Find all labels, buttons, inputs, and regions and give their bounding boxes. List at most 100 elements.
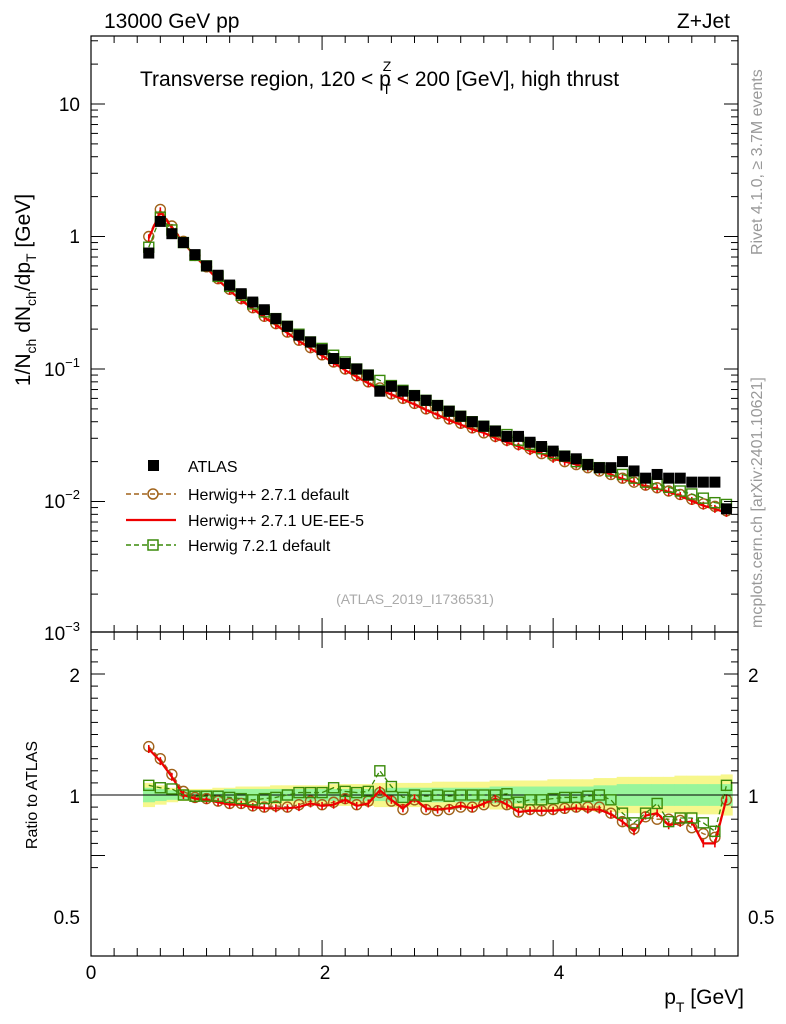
ratio-herwig-7-2-1-default-point xyxy=(385,780,398,793)
main-atlas-point xyxy=(616,456,628,468)
ratio-herwig-7-2-1-default-point xyxy=(316,786,328,799)
ratio-herwig-7-2-1-default-line xyxy=(148,769,728,833)
legend-marker-herwig7-default xyxy=(147,539,159,551)
main-atlas-point xyxy=(143,247,155,259)
ratio-herwig-7-2-1-default-point xyxy=(686,812,698,824)
ratio-herwig-2-7-1-default-point xyxy=(616,815,629,828)
ratio-herwig-7-2-1-default-point xyxy=(720,779,733,792)
ratio-ytick-left-0.5: 0.5 xyxy=(54,908,80,929)
ratio-herwig-7-2-1-default-point xyxy=(524,794,536,806)
ratio-herwig-7-2-1-default-point xyxy=(501,788,513,800)
ratio-herwig-7-2-1-default-point xyxy=(223,791,236,804)
ratio-herwig-7-2-1-default-point xyxy=(455,789,467,801)
main-atlas-point xyxy=(374,385,386,397)
main-atlas-point xyxy=(351,363,363,375)
main-atlas-point xyxy=(547,445,559,457)
ratio-herwig-7-2-1-default-point xyxy=(212,790,224,802)
ratio-ytick-right-2: 2 xyxy=(748,666,759,687)
ratio-herwig-7-2-1-default-point xyxy=(143,779,155,792)
ratio-herwig-7-2-1-default-point xyxy=(674,812,686,824)
ratio-herwig-7-2-1-default-point xyxy=(582,790,594,802)
legend-entry-herwig7-default: Herwig 7.2.1 default xyxy=(126,538,331,555)
main-atlas-point xyxy=(709,476,721,488)
legend-entry-atlas: ATLAS xyxy=(148,459,238,476)
legend-entry-herwigpp-ueee5: Herwig++ 2.7.1 UE-EE-5 xyxy=(126,513,364,530)
main-atlas-point xyxy=(720,503,732,515)
ytick-label-1: 1 xyxy=(69,227,80,248)
ratio-herwig-7-2-1-default-point xyxy=(662,815,675,828)
plot-title: Transverse region, 120 < pZ T < 200 [GeV]… xyxy=(140,58,619,97)
legend-marker-herwigpp-default xyxy=(147,488,159,500)
main-atlas-point xyxy=(339,358,351,370)
main-atlas-point xyxy=(674,472,686,484)
ratio-herwig-7-2-1-default-point xyxy=(478,789,490,801)
main-atlas-point xyxy=(536,441,548,453)
ratio-axis-ticks xyxy=(90,632,739,956)
ratio-herwig-7-2-1-default-point xyxy=(304,786,317,799)
legend: ATLAS Herwig++ 2.7.1 default Herwig++ 2.… xyxy=(126,459,364,555)
legend-label-herwigpp-ueee5: Herwig++ 2.7.1 UE-EE-5 xyxy=(188,513,364,530)
main-atlas-point xyxy=(443,405,455,417)
main-atlas-point xyxy=(582,459,594,471)
legend-label-herwigpp-default: Herwig++ 2.7.1 default xyxy=(188,487,350,504)
ratio-herwig-7-2-1-default-point xyxy=(177,789,190,801)
ratio-y-axis-label: Ratio to ATLAS xyxy=(24,741,41,849)
main-atlas-point xyxy=(640,472,652,484)
ratio-herwig-7-2-1-default-point xyxy=(466,789,478,801)
main-atlas-point xyxy=(247,296,259,308)
main-atlas-point xyxy=(697,476,709,488)
legend-marker-atlas xyxy=(148,460,159,471)
ratio-ytick-right-0.5: 0.5 xyxy=(748,908,774,929)
main-atlas-point xyxy=(512,430,524,442)
ratio-herwig-7-2-1-default-point xyxy=(605,794,617,806)
ratio-herwig-7-2-1-default-point xyxy=(200,790,213,802)
main-atlas-point xyxy=(212,269,224,281)
ratio-herwig-7-2-1-default-point xyxy=(293,786,305,799)
main-atlas-point xyxy=(605,462,617,474)
main-atlas-point xyxy=(420,394,432,406)
legend-entry-herwigpp-default: Herwig++ 2.7.1 default xyxy=(126,487,350,504)
main-herwig-7-2-1-default-point xyxy=(374,374,386,387)
ratio-herwig-7-2-1-default-point xyxy=(247,794,259,806)
plot-title-pre: Transverse region, 120 < p xyxy=(140,68,391,91)
ratio-herwig-7-2-1-default-point xyxy=(616,807,629,819)
ratio-herwig-7-2-1-default-point xyxy=(443,790,455,802)
main-atlas-point xyxy=(305,336,317,348)
ratio-herwig-7-2-1-default-point xyxy=(489,789,502,801)
main-atlas-point xyxy=(397,385,409,397)
main-herwig-7-2-1-default-point xyxy=(674,485,686,497)
ratio-herwig-7-2-1-default-point xyxy=(270,791,282,804)
plot-title-sup: Z xyxy=(383,58,392,74)
ratio-herwig-7-2-1-default-point xyxy=(408,789,421,801)
ytick-label-1e-2: 10−2 xyxy=(44,487,80,513)
ratio-herwig-7-2-1-default-point xyxy=(431,789,444,801)
ratio-ytick-left-1: 1 xyxy=(69,787,80,808)
main-atlas-point xyxy=(224,279,236,291)
ratio-herwig-7-2-1-default-point xyxy=(558,791,571,804)
main-atlas-point xyxy=(455,410,467,422)
process-label: Z+Jet xyxy=(677,10,730,33)
ytick-label-1e-3: 10−3 xyxy=(44,619,80,645)
main-atlas-point xyxy=(258,304,270,316)
ytick-label-1e-1: 10−1 xyxy=(44,355,80,381)
main-atlas-point xyxy=(570,453,582,465)
side-rivet-label: Rivet 4.1.0, ≥ 3.7M events xyxy=(749,69,766,255)
main-atlas-point xyxy=(177,237,189,249)
plot-title-post: < 200 [GeV], high thrust xyxy=(391,68,619,91)
ratio-herwig-7-2-1-default-point xyxy=(547,792,559,805)
main-herwig-7-2-1-default-point xyxy=(697,492,710,504)
main-atlas-point xyxy=(270,313,282,325)
legend-label-atlas: ATLAS xyxy=(188,459,238,476)
main-y-axis-label: 1/Nch dNch/dpT [GeV] xyxy=(12,194,39,386)
main-atlas-point xyxy=(559,450,571,462)
analysis-id: (ATLAS_2019_I1736531) xyxy=(336,591,494,607)
energy-label: 13000 GeV pp xyxy=(104,10,239,33)
main-atlas-point xyxy=(651,468,663,480)
ratio-herwig-7-2-1-default-point xyxy=(327,782,340,794)
main-atlas-point xyxy=(478,420,490,432)
main-atlas-point xyxy=(501,430,513,442)
main-axis-ticks xyxy=(90,36,739,632)
ratio-herwig-7-2-1-default-point xyxy=(397,791,409,804)
main-atlas-point xyxy=(235,288,247,300)
